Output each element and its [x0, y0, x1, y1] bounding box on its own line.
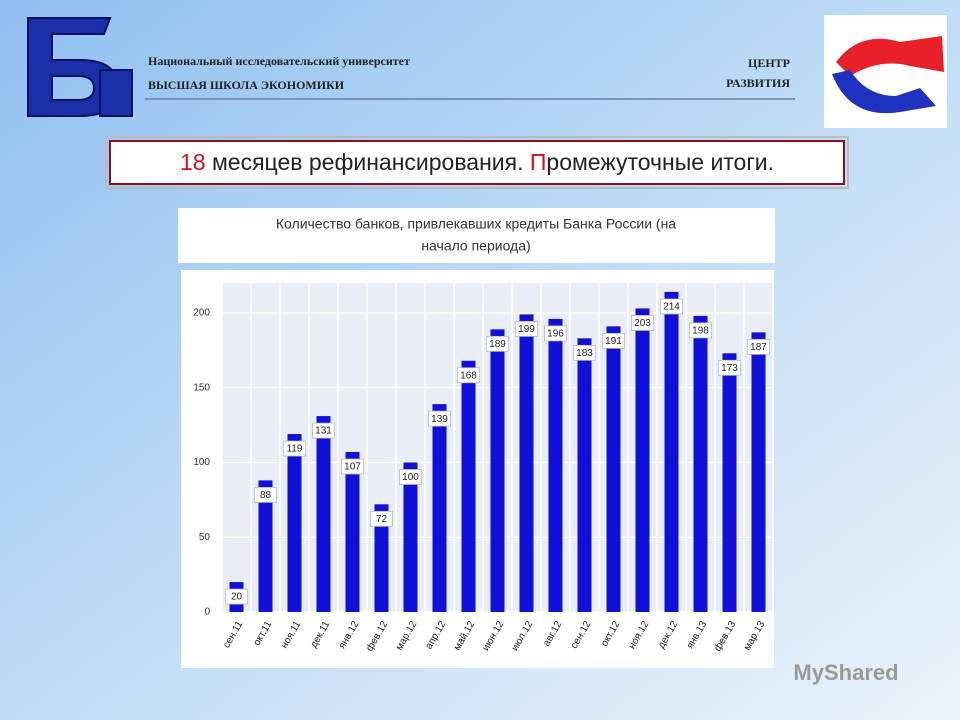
value-label: 173: [721, 363, 738, 374]
chart-title: начало периода): [421, 238, 530, 254]
university-line2: ВЫСШАЯ ШКОЛА ЭКОНОМИКИ: [148, 78, 345, 92]
watermark: MyShared: [793, 660, 898, 685]
y-tick-label: 50: [199, 532, 211, 543]
bar: [606, 326, 621, 612]
bar: [635, 308, 650, 612]
bar: [519, 314, 534, 612]
chart-layer: 050100150200сен.1120окт.1188ноя.11119дек…: [193, 283, 774, 653]
y-tick-label: 0: [204, 607, 210, 618]
title-part: П: [530, 149, 547, 175]
value-label: 107: [344, 462, 361, 473]
university-line1: Национальный исследовательский университ…: [148, 54, 410, 68]
value-label: 189: [489, 339, 506, 350]
value-label-box: [254, 486, 277, 503]
value-label-box: [399, 469, 422, 485]
value-label: 203: [634, 318, 651, 329]
center-line2: РАЗВИТИЯ: [726, 76, 790, 90]
value-label-box: [341, 458, 364, 475]
value-label-box: [312, 422, 335, 439]
bar: [316, 416, 331, 612]
bar: [722, 353, 737, 612]
y-tick-label: 100: [193, 457, 210, 468]
value-label-box: [631, 315, 654, 331]
value-label-box: [225, 588, 248, 605]
value-label-box: [544, 325, 567, 342]
bar: [693, 315, 708, 612]
bar: [287, 434, 302, 612]
title-part: месяцев рефинансирования.: [206, 149, 530, 175]
bar: [751, 332, 766, 612]
bar: [461, 360, 476, 612]
chart-title: Количество банков, привлекавших кредиты …: [276, 216, 676, 232]
y-tick-label: 150: [193, 382, 210, 393]
value-label: 168: [460, 370, 477, 381]
bar: [548, 318, 563, 612]
slide-title: 18 месяцев рефинансирования. Промежуточн…: [180, 149, 774, 175]
chart-title-box: [178, 208, 775, 263]
value-label: 88: [260, 490, 272, 501]
value-label-box: [428, 410, 451, 427]
value-label: 199: [518, 324, 535, 335]
bar: [403, 462, 418, 612]
value-label-box: [573, 344, 596, 361]
value-label-box: [689, 322, 712, 339]
value-label-box: [486, 335, 509, 352]
value-label-box: [660, 298, 683, 315]
value-label: 187: [750, 342, 767, 353]
value-label: 191: [605, 336, 622, 347]
value-label: 72: [376, 514, 388, 525]
value-label: 214: [663, 302, 680, 313]
value-label: 131: [315, 426, 332, 437]
value-label: 198: [692, 326, 709, 337]
value-label: 119: [287, 444, 303, 455]
value-label: 20: [231, 592, 243, 603]
center-logo: [824, 15, 947, 128]
value-label: 183: [576, 348, 593, 359]
title-part: 18: [180, 149, 206, 175]
hse-logo: [27, 17, 133, 117]
value-label: 196: [547, 329, 564, 340]
value-label-box: [602, 332, 625, 349]
y-tick-label: 200: [193, 308, 210, 319]
value-label-box: [370, 510, 393, 527]
bar: [664, 291, 679, 612]
bar: [432, 404, 447, 612]
value-label-box: [457, 367, 480, 384]
value-label: 139: [431, 414, 448, 425]
bar: [577, 338, 592, 612]
bar: [490, 329, 505, 612]
bar: [345, 451, 360, 612]
bar: [374, 504, 389, 612]
title-part: ромежуточные итоги.: [546, 149, 774, 175]
value-label-box: [718, 359, 741, 376]
value-label-box: [747, 338, 770, 355]
bar: [258, 480, 273, 612]
title-box-frame: [105, 136, 849, 189]
value-label: 100: [402, 472, 419, 483]
value-label-box: [515, 321, 538, 337]
value-label-box: [283, 440, 306, 457]
title-box: [109, 140, 845, 185]
center-line1: ЦЕНТР: [748, 56, 790, 70]
